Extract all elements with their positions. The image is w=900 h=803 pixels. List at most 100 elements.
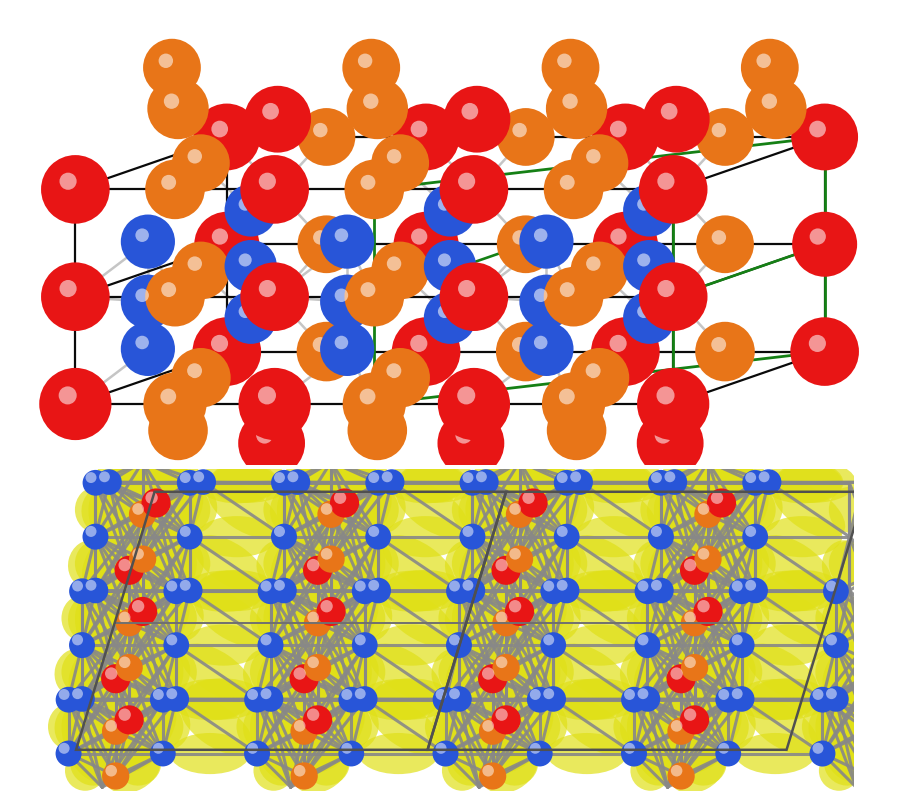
- Ellipse shape: [129, 464, 170, 501]
- Ellipse shape: [243, 703, 284, 750]
- Ellipse shape: [462, 552, 517, 598]
- Ellipse shape: [296, 453, 332, 492]
- Ellipse shape: [317, 507, 358, 556]
- Point: [716, 742, 731, 755]
- Point: [338, 497, 352, 510]
- Ellipse shape: [318, 585, 364, 629]
- Point: [528, 688, 543, 701]
- Ellipse shape: [535, 472, 579, 514]
- Ellipse shape: [281, 533, 321, 574]
- Ellipse shape: [455, 642, 496, 683]
- Ellipse shape: [500, 628, 546, 695]
- Ellipse shape: [333, 528, 376, 569]
- Point: [546, 639, 561, 652]
- Ellipse shape: [762, 570, 842, 611]
- Ellipse shape: [475, 497, 530, 543]
- Point: [340, 296, 355, 309]
- Ellipse shape: [66, 683, 119, 750]
- Point: [367, 184, 382, 197]
- Ellipse shape: [657, 533, 698, 574]
- Point: [320, 548, 334, 560]
- Ellipse shape: [103, 463, 183, 503]
- Ellipse shape: [211, 462, 291, 503]
- Point: [212, 230, 227, 243]
- Ellipse shape: [109, 574, 149, 619]
- Ellipse shape: [307, 639, 362, 685]
- Point: [135, 605, 149, 618]
- Point: [626, 694, 641, 707]
- Ellipse shape: [209, 463, 278, 503]
- Ellipse shape: [644, 642, 685, 683]
- Point: [70, 687, 85, 700]
- Ellipse shape: [529, 499, 571, 540]
- Ellipse shape: [477, 536, 549, 593]
- Ellipse shape: [513, 520, 560, 587]
- Ellipse shape: [269, 670, 305, 708]
- Ellipse shape: [734, 487, 776, 533]
- Ellipse shape: [315, 649, 368, 716]
- Ellipse shape: [721, 596, 762, 642]
- Point: [313, 339, 328, 352]
- Point: [463, 106, 477, 119]
- Ellipse shape: [668, 463, 748, 503]
- Point: [250, 747, 265, 760]
- Ellipse shape: [291, 487, 338, 555]
- Ellipse shape: [97, 528, 141, 569]
- Ellipse shape: [681, 703, 742, 772]
- Ellipse shape: [75, 541, 116, 587]
- Ellipse shape: [491, 481, 562, 539]
- Ellipse shape: [512, 565, 561, 640]
- Ellipse shape: [826, 689, 879, 732]
- Point: [167, 398, 182, 411]
- Point: [118, 708, 132, 721]
- Ellipse shape: [654, 596, 701, 663]
- Ellipse shape: [148, 703, 190, 750]
- Ellipse shape: [131, 689, 175, 730]
- Ellipse shape: [557, 698, 630, 755]
- Ellipse shape: [320, 560, 363, 601]
- Ellipse shape: [88, 489, 136, 565]
- Ellipse shape: [288, 589, 361, 646]
- Point: [353, 580, 367, 593]
- Ellipse shape: [133, 560, 186, 602]
- Ellipse shape: [94, 724, 138, 783]
- Ellipse shape: [141, 582, 177, 622]
- Point: [171, 425, 185, 438]
- Ellipse shape: [277, 625, 357, 666]
- Point: [592, 157, 607, 170]
- Point: [666, 291, 680, 304]
- Ellipse shape: [456, 574, 509, 642]
- Point: [437, 198, 452, 211]
- Ellipse shape: [644, 695, 684, 736]
- Ellipse shape: [832, 642, 873, 683]
- Point: [306, 559, 320, 572]
- Point: [118, 559, 132, 572]
- Point: [244, 312, 258, 324]
- Point: [518, 346, 533, 359]
- Ellipse shape: [341, 499, 382, 540]
- Ellipse shape: [505, 691, 541, 729]
- Ellipse shape: [518, 582, 554, 622]
- Point: [384, 476, 399, 489]
- Ellipse shape: [647, 486, 688, 533]
- Ellipse shape: [724, 472, 767, 514]
- Ellipse shape: [658, 466, 711, 533]
- Point: [84, 525, 98, 538]
- Point: [292, 764, 307, 777]
- Ellipse shape: [762, 516, 842, 557]
- Point: [118, 656, 132, 669]
- Ellipse shape: [741, 486, 783, 533]
- Ellipse shape: [276, 679, 346, 720]
- Point: [61, 283, 76, 296]
- Ellipse shape: [95, 735, 136, 772]
- Ellipse shape: [479, 487, 526, 555]
- Ellipse shape: [102, 681, 143, 718]
- Ellipse shape: [140, 466, 193, 533]
- Ellipse shape: [257, 694, 303, 737]
- Ellipse shape: [760, 589, 832, 646]
- Point: [122, 662, 136, 675]
- Ellipse shape: [78, 695, 119, 736]
- Point: [666, 184, 680, 197]
- Ellipse shape: [93, 540, 146, 608]
- Point: [310, 617, 325, 630]
